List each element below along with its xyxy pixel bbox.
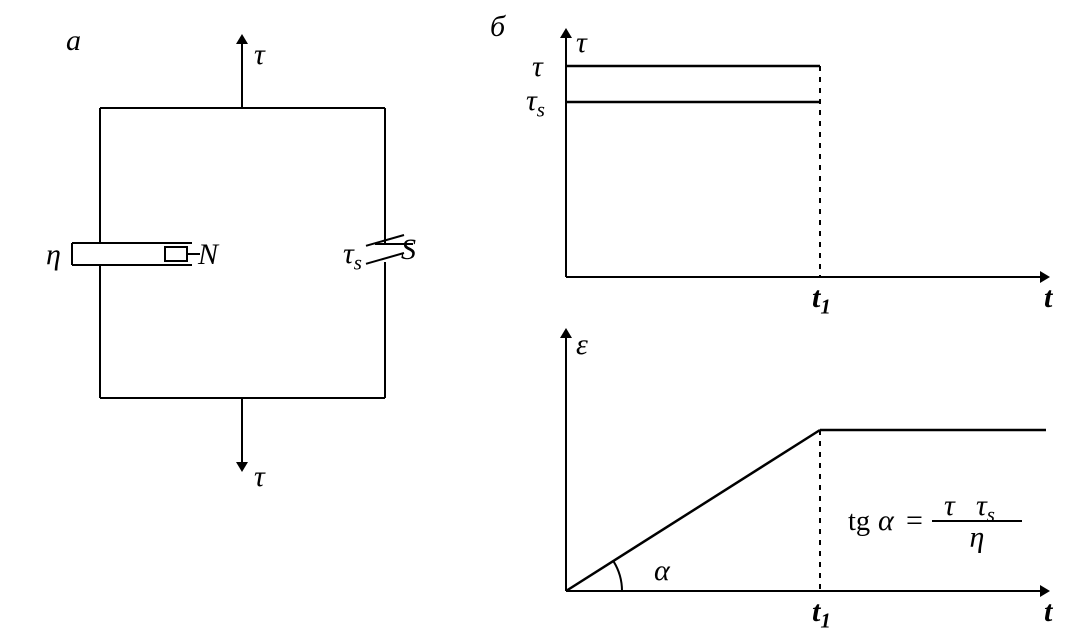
tau-level-label: τ <box>532 50 544 83</box>
tau-s-level-label: τs <box>526 84 545 122</box>
svg-text:τ: τ <box>944 489 956 522</box>
panel-a-diagram: а η Nτs Sτ τ <box>46 24 416 493</box>
eta-label: η <box>46 238 61 271</box>
svg-text:η: η <box>970 521 985 554</box>
epsilon-vs-t-chart: tεαt1tgα=ττsη <box>560 328 1054 632</box>
alpha-label: α <box>654 554 671 587</box>
tau-top-label: τ <box>254 38 266 71</box>
tau-axis-label: τ <box>576 26 588 59</box>
svg-text:=: = <box>906 504 923 537</box>
tau-bottom-label: τ <box>254 460 266 493</box>
t1-label-eps-chart: t1 <box>812 595 831 632</box>
panel-a-label: а <box>66 24 81 57</box>
t1-label-tau-chart: t1 <box>812 281 831 319</box>
dashpot-N-label: N <box>197 238 220 271</box>
slider-S-label: S <box>401 233 416 266</box>
panel-b-label: б <box>490 10 506 43</box>
formula-tg: tg <box>848 506 870 537</box>
axis-t-label: t <box>1044 281 1054 314</box>
axis-t-label: t <box>1044 595 1054 628</box>
svg-text:α: α <box>878 504 895 537</box>
tau-vs-t-chart: t τττs t1 <box>526 26 1054 319</box>
epsilon-axis-label: ε <box>576 328 588 361</box>
slider-tau-s-label: τs <box>343 237 362 275</box>
